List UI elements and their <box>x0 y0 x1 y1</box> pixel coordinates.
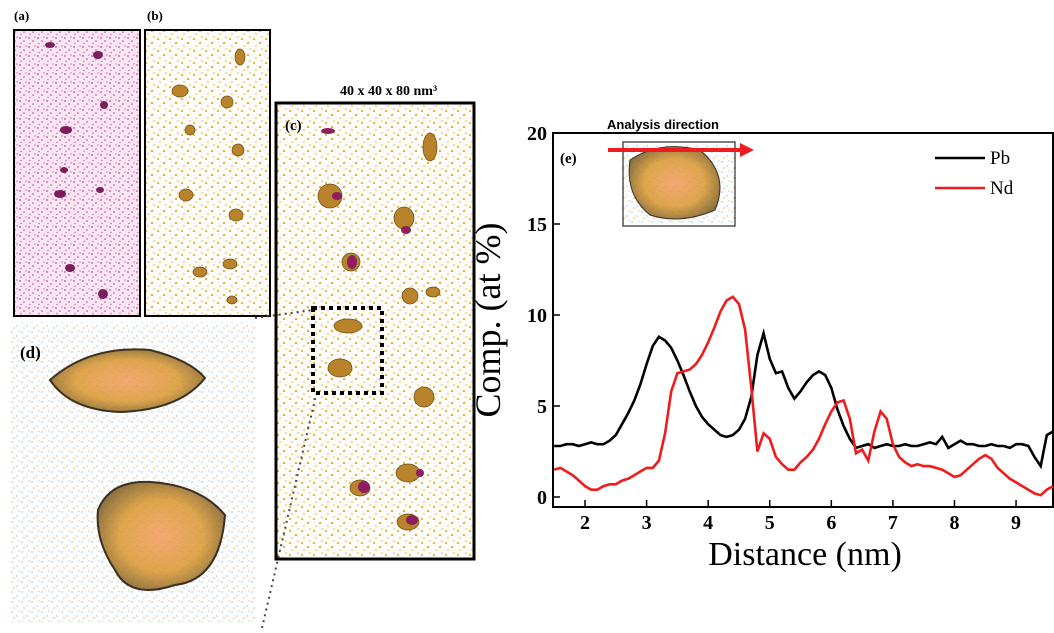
y-tick-label: 10 <box>527 305 547 327</box>
legend-label: Nd <box>990 178 1014 199</box>
series-line <box>554 333 1053 466</box>
x-axis-title: Distance (nm) <box>708 536 902 573</box>
x-tick-label: 6 <box>826 512 836 534</box>
chart: Analysis direction Comp. (at %) Distance… <box>468 117 1053 573</box>
panel-label: (a) <box>14 8 29 23</box>
y-tick-label: 20 <box>527 123 547 145</box>
panel-label: (c) <box>285 118 302 134</box>
y-tick-label: 15 <box>527 214 547 236</box>
x-tick-label: 4 <box>703 512 713 534</box>
x-tick-label: 8 <box>949 512 959 534</box>
panel-c-image <box>276 103 474 559</box>
y-tick-label: 0 <box>537 487 547 509</box>
x-tick-label: 9 <box>1011 512 1021 534</box>
figure: (a) (b) 40 x 40 x 80 nm³ (c) (d) Analysi… <box>0 0 1054 633</box>
plot-area: 0 5 10 15 20 2 3 4 5 6 7 8 9 Pb Nd <box>527 123 1053 534</box>
volume-label: 40 x 40 x 80 nm³ <box>340 84 437 99</box>
x-tick-label: 2 <box>580 512 590 534</box>
panel-label: (d) <box>20 343 41 362</box>
panel-b-image <box>145 30 270 316</box>
panel-label: (b) <box>147 8 163 23</box>
y-axis-title: Comp. (at %) <box>468 223 508 418</box>
x-tick-label: 3 <box>642 512 652 534</box>
series-line <box>554 297 1053 495</box>
precipitate <box>629 147 720 219</box>
arrow-head <box>740 143 754 157</box>
x-tick-label: 7 <box>888 512 898 534</box>
panel-a-image <box>14 30 140 316</box>
y-tick-label: 5 <box>537 396 547 418</box>
panel-label: (e) <box>560 151 577 167</box>
legend-label: Pb <box>990 148 1010 169</box>
x-tick-label: 5 <box>765 512 775 534</box>
annotation: Analysis direction <box>607 117 719 132</box>
